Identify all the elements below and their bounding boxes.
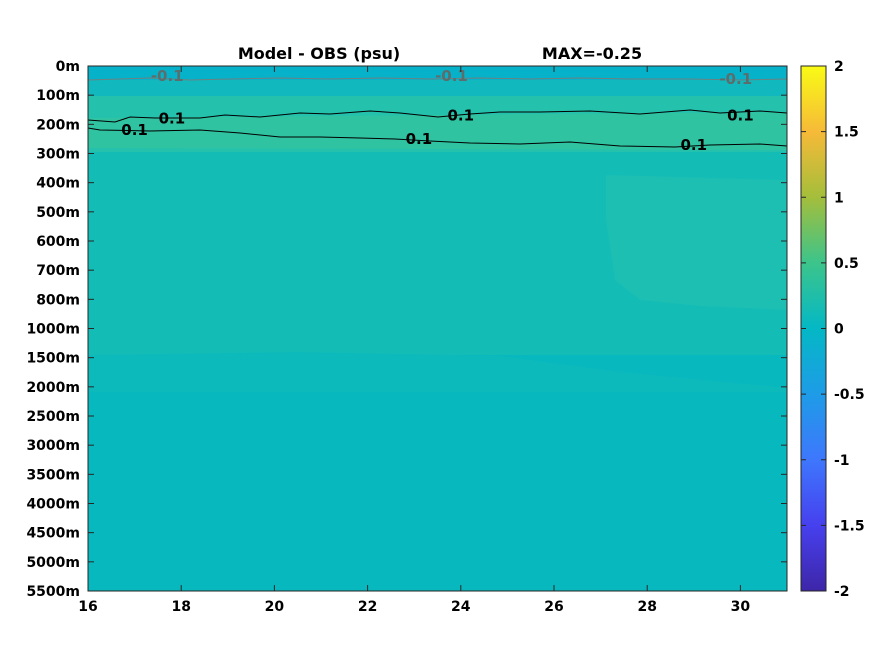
x-tick-label: 24	[451, 599, 471, 615]
y-tick-label: 800m	[36, 292, 80, 308]
colorbar-tick-label: -2	[834, 584, 850, 600]
contour-label: -0.1	[435, 67, 468, 85]
field-band-core	[88, 112, 787, 150]
colorbar-tick-label: 0.5	[834, 256, 859, 272]
contour-line-neg	[87, 77, 788, 81]
contour-label: 0.1	[727, 107, 754, 125]
y-tick-label: 2500m	[26, 409, 80, 425]
contour-labels: -0.1 -0.1 -0.1 0.1 0.1 0.1 0.1 0.1 0.1	[121, 67, 753, 154]
x-tick-label: 26	[544, 599, 563, 615]
colorbar-tick-label: -0.5	[834, 387, 865, 403]
contour-line-upper	[87, 109, 788, 123]
field-patch-east	[606, 175, 787, 310]
y-tick-label: 4000m	[26, 497, 80, 513]
contour-label: 0.1	[448, 107, 475, 125]
y-tick-label: 600m	[36, 234, 80, 250]
y-tick-label: 400m	[36, 176, 80, 192]
contour-label: 0.1	[159, 110, 186, 128]
x-axis: 16 18 20 22 24 26 28 30	[78, 66, 750, 615]
y-tick-label: 5000m	[26, 555, 80, 571]
y-tick-label: 500m	[36, 205, 80, 221]
y-axis: 0m 100m 200m 300m 400m 500m 600m 700m 800m 1000m 1…	[26, 59, 787, 600]
y-tick-label: 2000m	[26, 380, 80, 396]
y-tick-label: 700m	[36, 263, 80, 279]
y-tick-label: 3000m	[26, 438, 80, 454]
max-annotation: MAX=-0.25	[542, 44, 642, 63]
x-tick-label: 22	[358, 599, 377, 615]
contour-label: 0.1	[121, 121, 148, 139]
colorbar-ticks: 2 1.5 1 0.5 0 -0.5 -1 -1.5 -2	[801, 59, 865, 600]
x-tick-label: 20	[265, 599, 285, 615]
y-tick-label: 300m	[36, 147, 80, 163]
colorbar-tick-label: 2	[834, 59, 844, 75]
x-tick-label: 18	[171, 599, 190, 615]
y-tick-label: 3500m	[26, 467, 80, 483]
contour-label: -0.1	[719, 70, 752, 88]
field-band-subsurface	[88, 80, 787, 96]
x-tick-label: 30	[731, 599, 751, 615]
colorbar-tick-label: 0	[834, 322, 844, 338]
y-tick-label: 0m	[56, 59, 80, 75]
x-tick-label: 16	[78, 599, 97, 615]
colorbar-tick-label: -1	[834, 453, 850, 469]
colorbar-tick-label: 1	[834, 190, 844, 206]
y-tick-label: 100m	[36, 88, 80, 104]
contour-label: 0.1	[406, 130, 433, 148]
y-tick-label: 200m	[36, 117, 80, 133]
field-band-lowmid	[88, 352, 787, 392]
contour-label: -0.1	[151, 67, 184, 85]
y-tick-label: 5500m	[26, 584, 80, 600]
y-tick-label: 4500m	[26, 526, 80, 542]
contour-label: 0.1	[681, 136, 708, 154]
field-band-surface	[88, 66, 787, 80]
contour-line-lower	[87, 127, 788, 148]
colorbar-tick-label: 1.5	[834, 125, 859, 141]
chart-title: Model - OBS (psu)	[238, 44, 400, 63]
x-tick-label: 28	[637, 599, 656, 615]
plot-area	[88, 66, 787, 591]
y-tick-label: 1000m	[26, 322, 80, 338]
colorbar-tick-label: -1.5	[834, 518, 865, 534]
y-tick-label: 1500m	[26, 351, 80, 367]
